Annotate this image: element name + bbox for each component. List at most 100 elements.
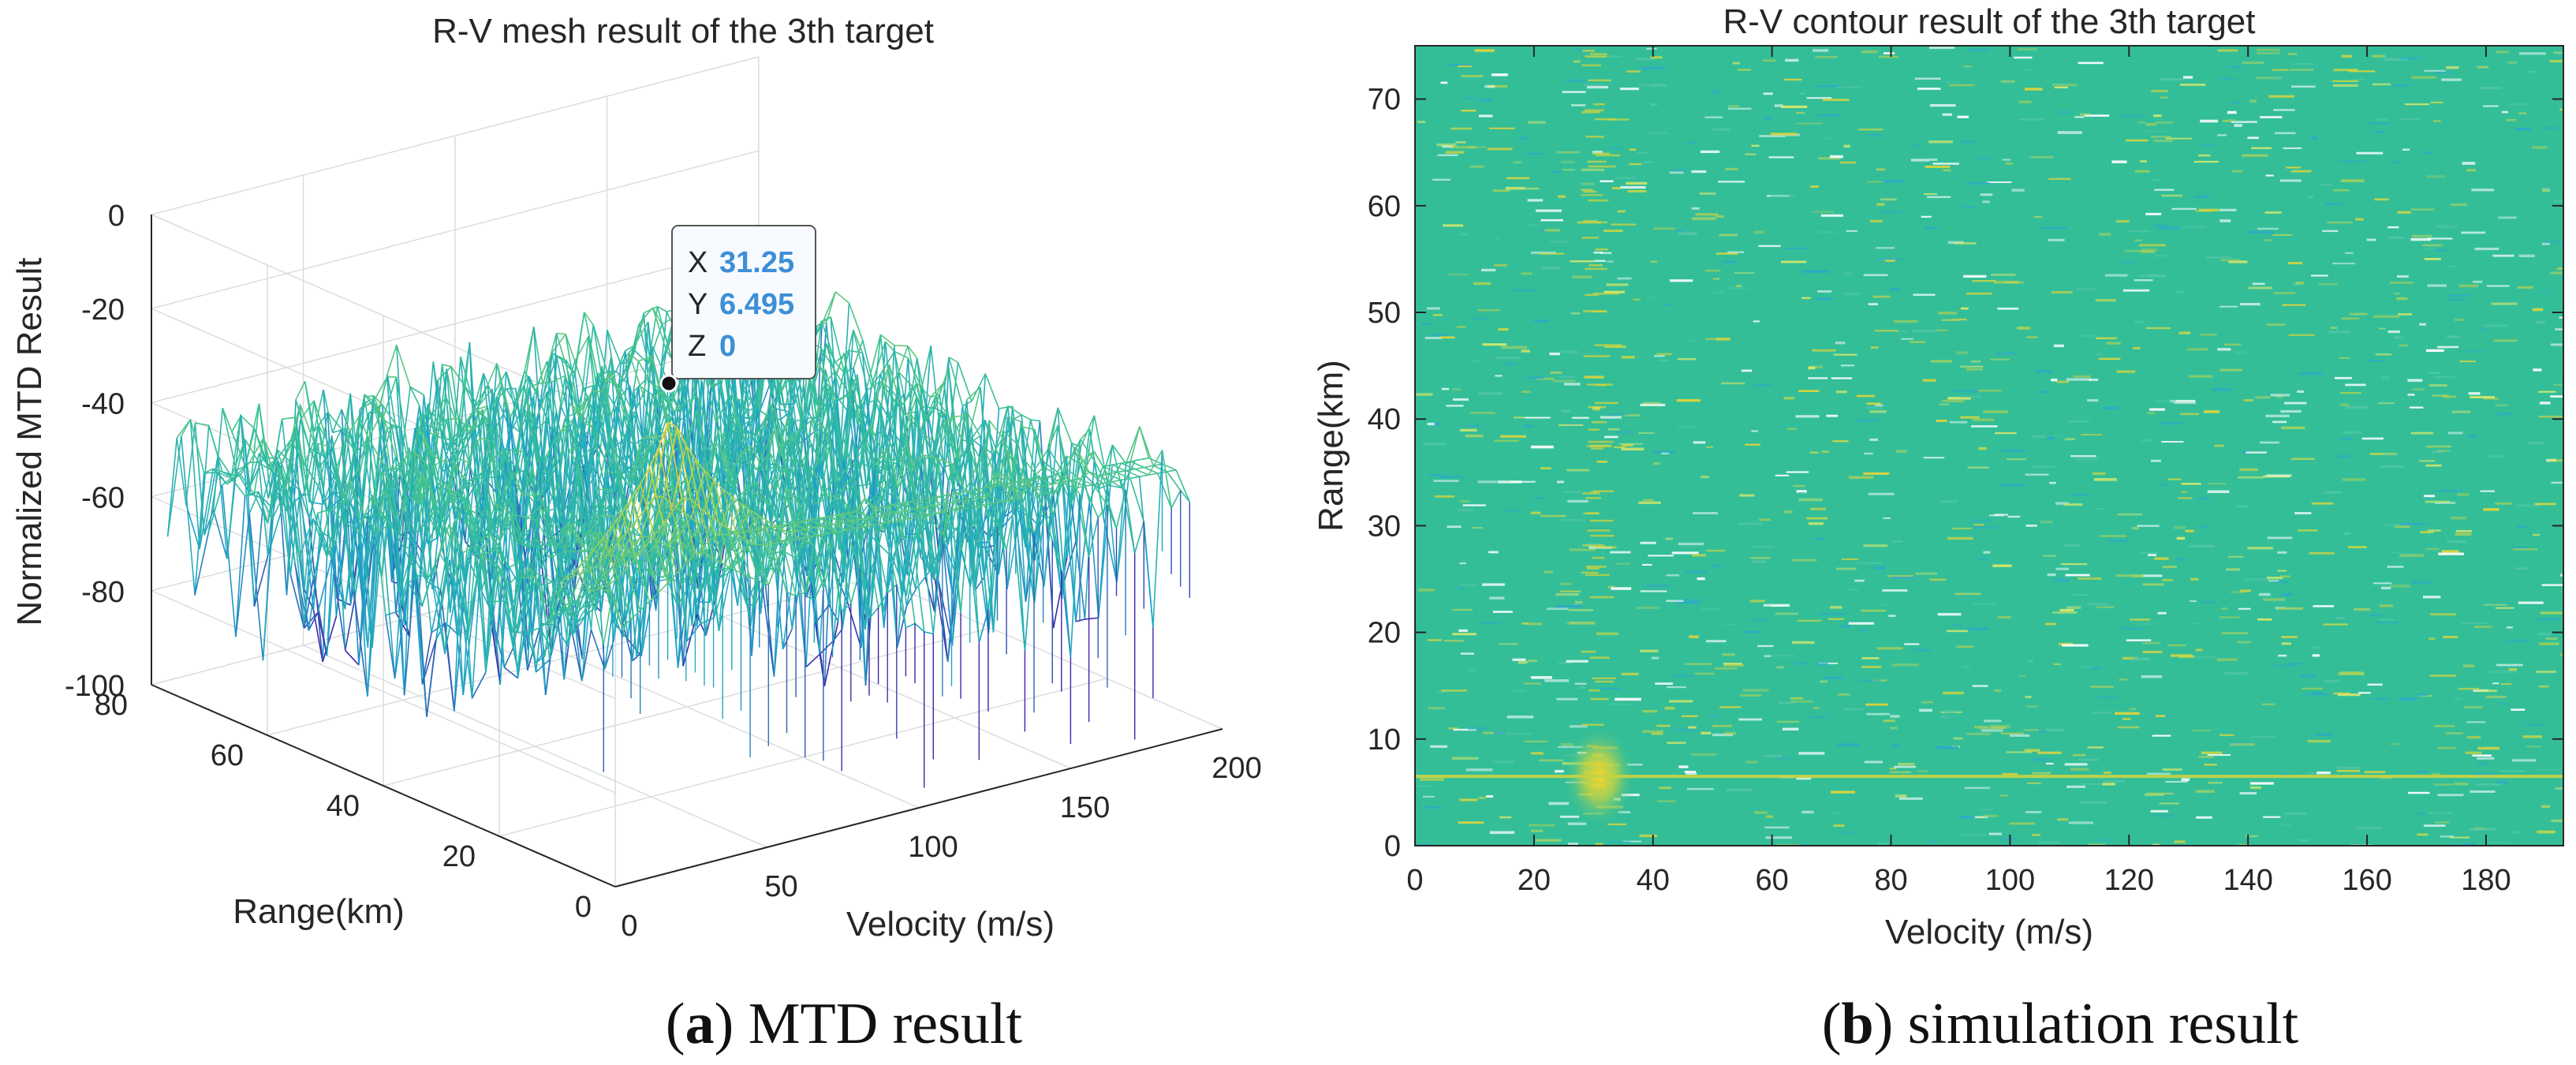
- mesh-segment: [629, 353, 639, 362]
- noise-streak: [1745, 760, 1758, 764]
- datatip[interactable]: X 31.25 Y 6.495 Z 0: [659, 225, 816, 393]
- mesh-segment: [482, 409, 493, 529]
- noise-streak: [2501, 110, 2509, 114]
- noise-streak: [2336, 769, 2360, 772]
- mesh-segment: [217, 471, 232, 479]
- mesh-segment: [877, 592, 888, 608]
- mesh-segment: [276, 465, 287, 491]
- mesh-segment: [610, 385, 622, 417]
- mesh-segment: [849, 349, 863, 353]
- mesh-segment: [176, 437, 187, 504]
- mesh-segment: [765, 408, 776, 428]
- mesh-segment: [824, 369, 835, 401]
- noise-streak: [1572, 417, 1589, 419]
- noise-streak: [1768, 156, 1794, 159]
- mesh-segment: [469, 424, 479, 432]
- mesh-segment: [619, 385, 635, 415]
- mesh-segment: [386, 466, 401, 485]
- mesh-segment: [573, 418, 584, 543]
- mesh-segment: [782, 522, 792, 526]
- mesh-segment: [551, 334, 566, 353]
- mesh-segment: [344, 518, 360, 610]
- mesh-segment: [454, 496, 464, 499]
- mesh-segment: [226, 414, 241, 559]
- datatip-x-label: X: [688, 246, 707, 279]
- mesh-segment: [1070, 480, 1085, 487]
- mesh-segment: [549, 544, 560, 585]
- mesh-segment: [462, 537, 473, 696]
- mesh-segment: [480, 590, 491, 611]
- mesh-segment: [733, 446, 748, 489]
- noise-streak: [2441, 78, 2462, 81]
- mesh-segment: [457, 579, 473, 699]
- mesh-segment: [713, 558, 723, 565]
- mesh-segment: [644, 535, 655, 548]
- mesh-segment: [607, 577, 618, 586]
- mesh-segment: [724, 361, 735, 489]
- mesh-segment: [809, 519, 824, 527]
- noise-streak: [1525, 622, 1543, 626]
- mesh-segment: [554, 623, 569, 647]
- mesh-segment: [386, 426, 401, 429]
- noise-streak: [1622, 443, 1633, 447]
- mesh-segment: [957, 442, 972, 463]
- mesh-segment: [864, 524, 875, 528]
- noise-streak: [1911, 159, 1929, 162]
- mesh-segment: [718, 521, 728, 529]
- mesh-segment: [938, 495, 953, 503]
- mesh-segment: [464, 386, 475, 409]
- mesh-segment: [677, 501, 688, 641]
- mesh-segment: [599, 514, 614, 517]
- mesh-segment: [827, 531, 838, 534]
- datatip-marker[interactable]: [659, 374, 678, 393]
- mesh-segment: [327, 412, 342, 430]
- mesh-segment: [468, 472, 483, 482]
- noise-streak: [2412, 388, 2425, 390]
- mesh-segment: [1111, 479, 1122, 483]
- noise-streak: [1450, 146, 1477, 149]
- mesh-segment: [676, 427, 692, 499]
- mesh-segment: [1098, 473, 1108, 476]
- mesh-segment: [969, 498, 980, 643]
- mesh-segment: [1080, 450, 1095, 465]
- mesh-segment: [594, 547, 609, 586]
- noise-streak: [2096, 606, 2115, 608]
- mesh-segment: [910, 454, 925, 464]
- mesh-segment: [577, 447, 593, 462]
- mesh-segment: [526, 539, 537, 576]
- mesh-segment: [295, 381, 306, 401]
- mesh-segment: [491, 388, 507, 505]
- noise-streak: [2550, 395, 2563, 398]
- chart-a-zlabel: Normalized MTD Result: [10, 258, 49, 626]
- mesh-segment: [584, 559, 600, 589]
- mesh-segment: [625, 557, 637, 569]
- mesh-segment: [801, 519, 811, 522]
- mesh-segment: [914, 508, 929, 516]
- mesh-segment: [805, 654, 820, 668]
- noise-streak: [2437, 489, 2462, 491]
- mesh-segment: [390, 523, 405, 549]
- noise-streak: [1556, 697, 1578, 701]
- mesh-segment: [476, 545, 487, 673]
- noise-streak: [2055, 502, 2069, 505]
- mesh-segment: [916, 383, 927, 422]
- noise-streak: [2202, 601, 2216, 604]
- mesh-segment: [285, 489, 296, 564]
- mesh-segment: [589, 591, 605, 645]
- mesh-segment: [349, 393, 360, 476]
- noise-streak: [1492, 611, 1513, 613]
- noise-streak: [2492, 254, 2514, 257]
- mesh-segment: [640, 466, 651, 484]
- mesh-segment: [395, 424, 411, 534]
- mesh-segment: [884, 399, 895, 432]
- mesh-segment: [453, 577, 469, 640]
- mesh-segment: [819, 532, 829, 536]
- noise-streak: [2016, 327, 2031, 330]
- mesh-segment: [837, 505, 848, 538]
- noise-streak: [1771, 654, 1795, 657]
- mesh-segment: [477, 476, 487, 480]
- mesh-segment: [317, 424, 329, 443]
- mesh-segment: [601, 366, 617, 477]
- noise-streak: [1808, 522, 1824, 525]
- mesh-segment: [704, 470, 715, 481]
